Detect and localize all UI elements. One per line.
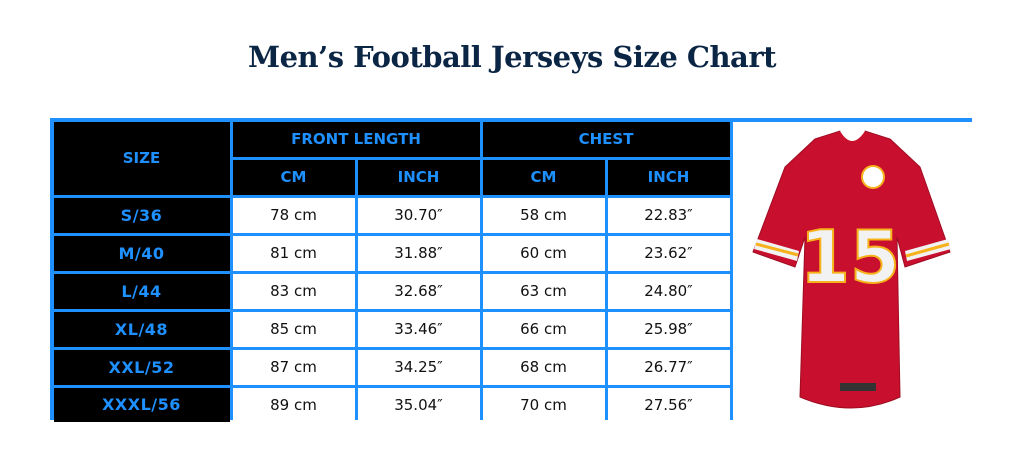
table-cell-chest-cm: 66 cm bbox=[482, 311, 605, 347]
table-cell-chest-cm: 58 cm bbox=[482, 197, 605, 233]
table-cell-size-label: XXXL/56 bbox=[53, 387, 230, 422]
table-cell-front-length-cm: 78 cm bbox=[232, 197, 355, 233]
table-cell-front-length-cm: 87 cm bbox=[232, 349, 355, 385]
header-front-inch: INCH bbox=[357, 159, 480, 195]
jersey-icon: 15 bbox=[752, 128, 951, 408]
header-front-length: FRONT LENGTH bbox=[232, 121, 480, 157]
header-chest-inch: INCH bbox=[607, 159, 730, 195]
table-cell-chest-inch: 25.98″ bbox=[607, 311, 730, 347]
table-cell-chest-cm: 63 cm bbox=[482, 273, 605, 309]
table-cell-front-length-cm: 89 cm bbox=[232, 387, 355, 422]
header-front-cm: CM bbox=[232, 159, 355, 195]
table-cell-chest-cm: 70 cm bbox=[482, 387, 605, 422]
table-cell-front-length-inch: 32.68″ bbox=[357, 273, 480, 309]
table-cell-front-length-inch: 34.25″ bbox=[357, 349, 480, 385]
header-size: SIZE bbox=[53, 121, 230, 195]
table-cell-front-length-cm: 83 cm bbox=[232, 273, 355, 309]
page-title: Men’s Football Jerseys Size Chart bbox=[247, 40, 777, 74]
table-cell-chest-inch: 23.62″ bbox=[607, 235, 730, 271]
table-cell-chest-cm: 60 cm bbox=[482, 235, 605, 271]
table-cell-size-label: XL/48 bbox=[53, 311, 230, 347]
header-chest: CHEST bbox=[482, 121, 730, 157]
table-cell-chest-inch: 24.80″ bbox=[607, 273, 730, 309]
table-cell-front-length-inch: 31.88″ bbox=[357, 235, 480, 271]
jersey-image: 15 bbox=[732, 121, 973, 422]
table-cell-front-length-inch: 35.04″ bbox=[357, 387, 480, 422]
table-cell-size-label: XXL/52 bbox=[53, 349, 230, 385]
table-cell-size-label: L/44 bbox=[53, 273, 230, 309]
size-chart-table: SIZE FRONT LENGTH CHEST CM INCH CM INCH … bbox=[50, 118, 973, 422]
jersey-number: 15 bbox=[800, 215, 900, 299]
header-chest-cm: CM bbox=[482, 159, 605, 195]
table-cell-chest-cm: 68 cm bbox=[482, 349, 605, 385]
table-cell-front-length-inch: 33.46″ bbox=[357, 311, 480, 347]
table-cell-size-label: S/36 bbox=[53, 197, 230, 233]
table-cell-chest-inch: 22.83″ bbox=[607, 197, 730, 233]
table-cell-front-length-cm: 85 cm bbox=[232, 311, 355, 347]
table-cell-front-length-cm: 81 cm bbox=[232, 235, 355, 271]
table-cell-front-length-inch: 30.70″ bbox=[357, 197, 480, 233]
table-cell-size-label: M/40 bbox=[53, 235, 230, 271]
table-cell-chest-inch: 27.56″ bbox=[607, 387, 730, 422]
table-cell-chest-inch: 26.77″ bbox=[607, 349, 730, 385]
